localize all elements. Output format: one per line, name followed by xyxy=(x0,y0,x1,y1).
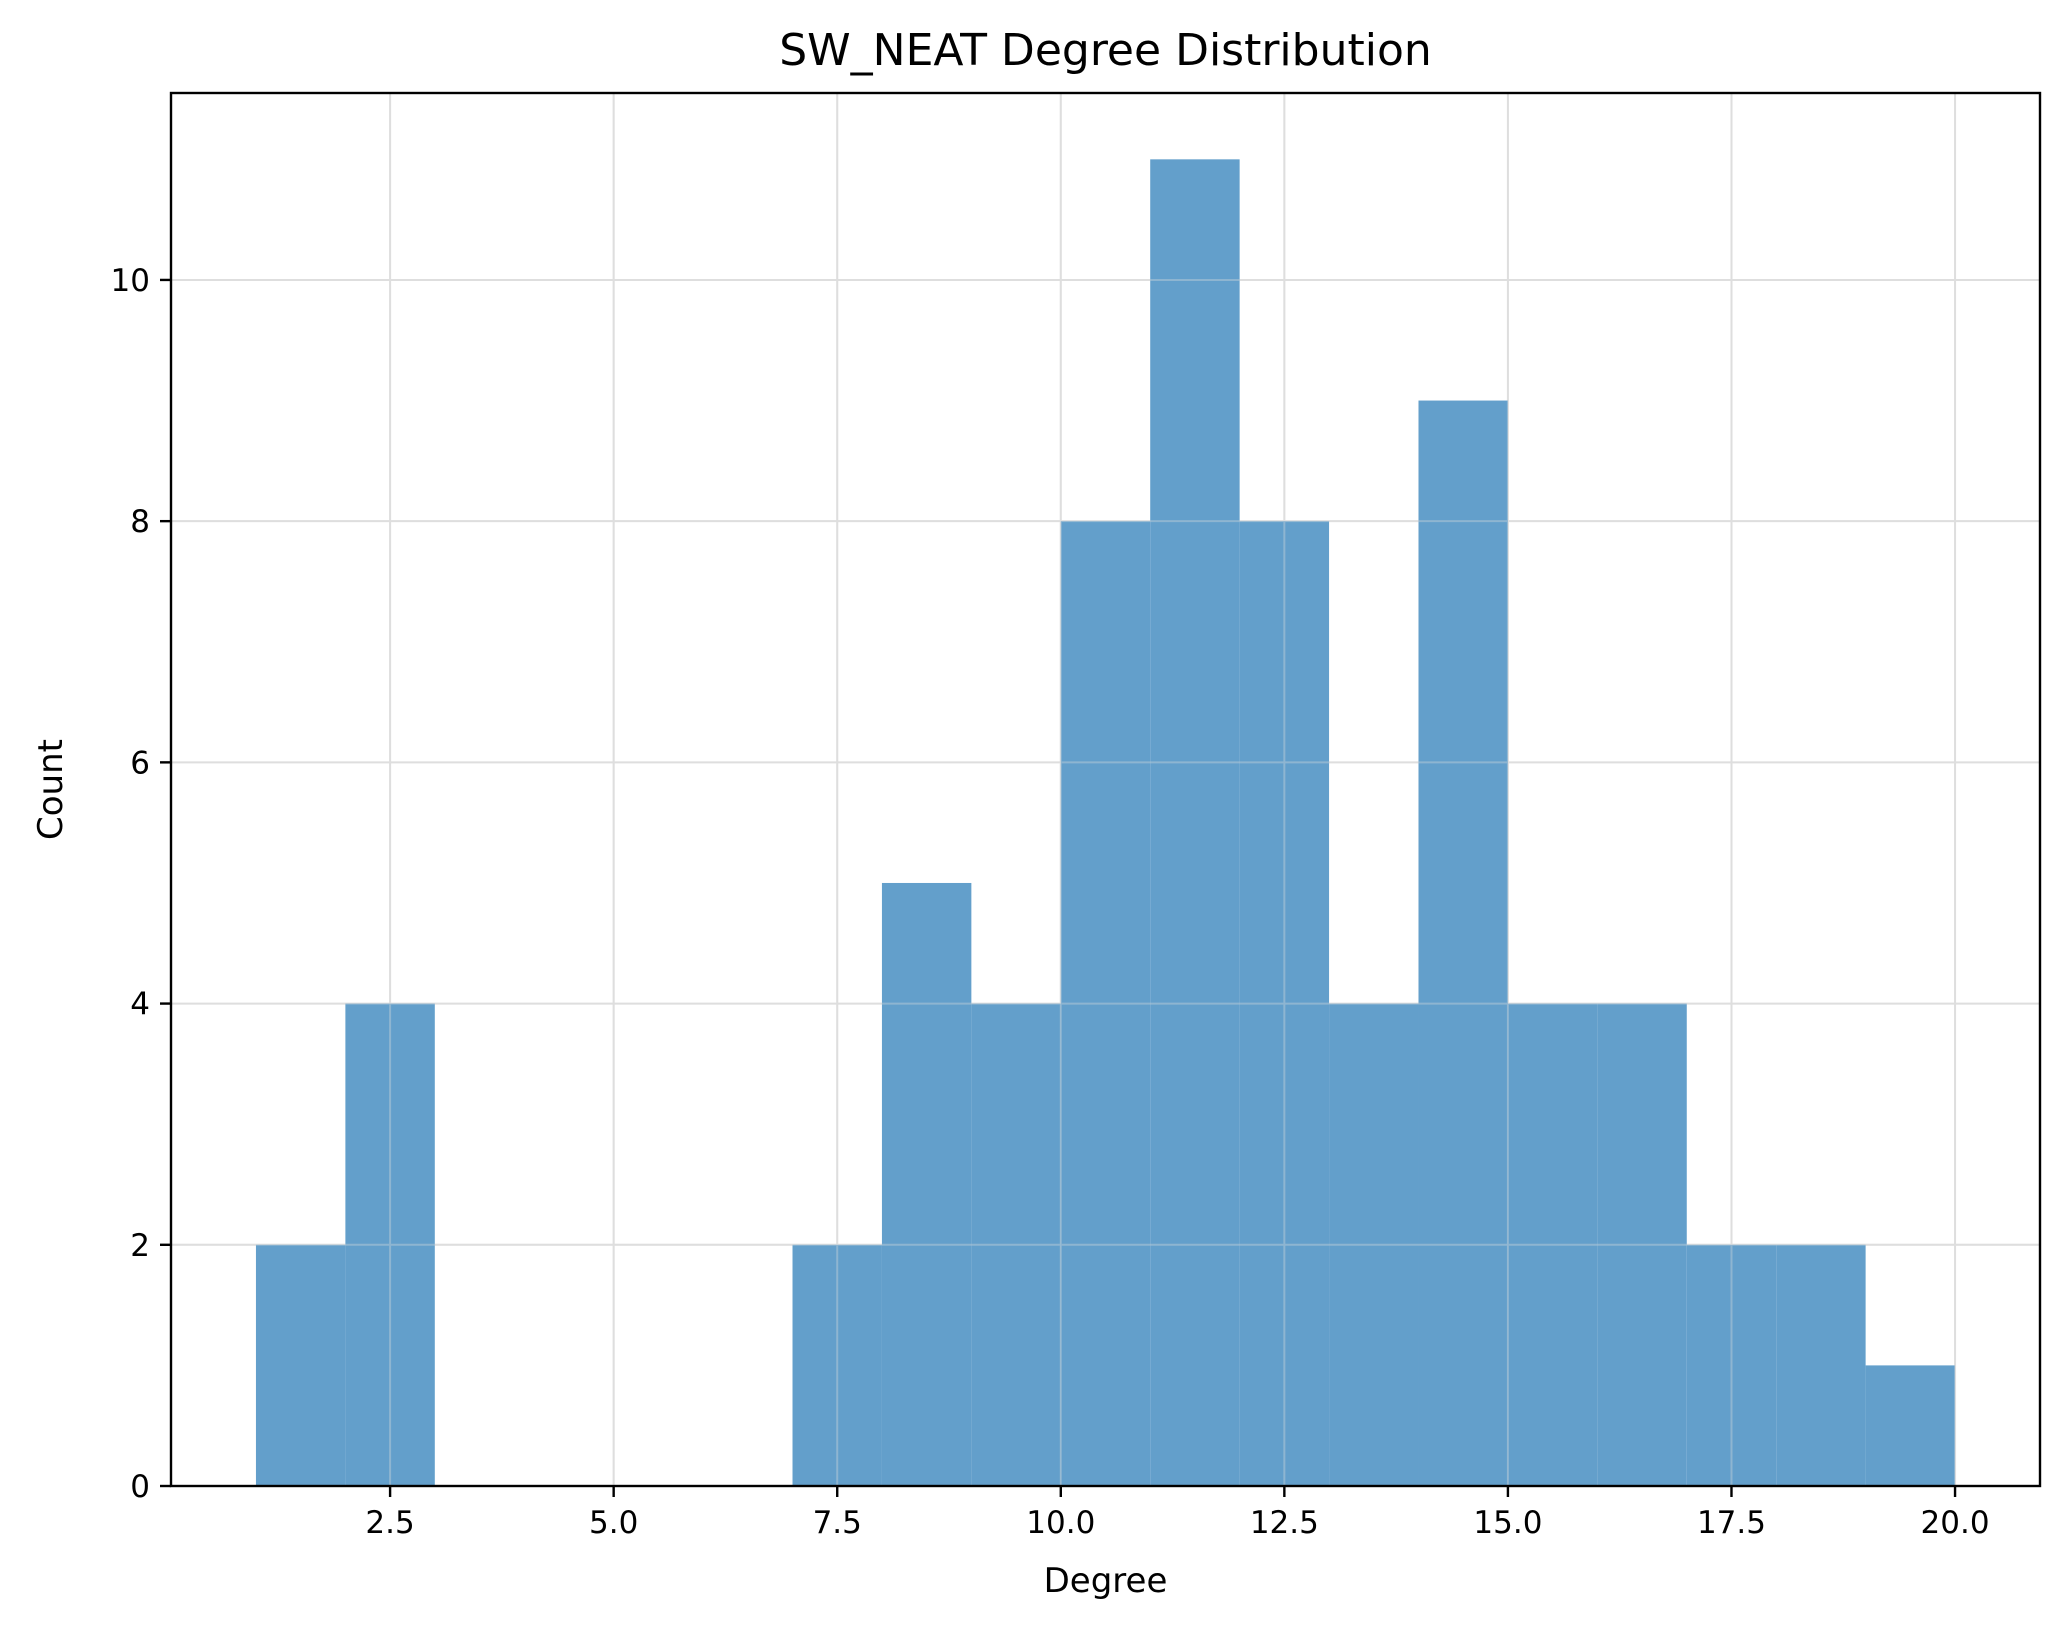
histogram-bar xyxy=(881,882,972,1486)
x-tick-label: 5.0 xyxy=(589,1505,638,1541)
x-tick-label: 7.5 xyxy=(813,1505,862,1541)
histogram-bar xyxy=(1865,1365,1956,1486)
y-axis-label: Count xyxy=(31,739,71,840)
histogram-bar xyxy=(345,1003,435,1486)
chart-title: SW_NEAT Degree Distribution xyxy=(779,25,1432,76)
y-tick-label: 10 xyxy=(111,263,150,299)
x-tick-label: 2.5 xyxy=(365,1505,414,1541)
x-tick-label: 17.5 xyxy=(1697,1505,1766,1541)
bars xyxy=(255,159,1956,1487)
y-tick-label: 8 xyxy=(130,504,150,540)
y-tick-label: 0 xyxy=(130,1469,150,1505)
histogram-bar xyxy=(1239,521,1330,1486)
y-tick-label: 4 xyxy=(130,987,150,1023)
histogram-bar xyxy=(1776,1244,1866,1486)
x-tick-label: 10.0 xyxy=(1026,1505,1095,1541)
axis-ticks: 2.5 5.0 7.5 10.0 12.5 15.0 17.5 20.0 0 2 4 6 8 10 xyxy=(111,263,1990,1541)
x-tick-label: 20.0 xyxy=(1921,1505,1990,1541)
histogram-bar xyxy=(792,1244,882,1486)
x-tick-label: 12.5 xyxy=(1250,1505,1319,1541)
x-tick-label: 15.0 xyxy=(1473,1505,1542,1541)
y-tick-label: 2 xyxy=(130,1228,150,1264)
histogram-bar xyxy=(1418,400,1508,1487)
histogram-bar xyxy=(1329,1003,1419,1486)
histogram-bar xyxy=(1507,1003,1598,1486)
y-tick-label: 6 xyxy=(130,745,150,781)
histogram-bar xyxy=(971,1003,1061,1486)
histogram-bar xyxy=(255,1244,346,1486)
histogram-bar xyxy=(1060,521,1151,1486)
plot-frame xyxy=(169,91,2042,1488)
histogram-bar xyxy=(1150,159,1240,1486)
x-axis-label: Degree xyxy=(1044,1561,1168,1601)
histogram-bar xyxy=(1686,1244,1777,1486)
histogram-bar xyxy=(1597,1003,1687,1486)
